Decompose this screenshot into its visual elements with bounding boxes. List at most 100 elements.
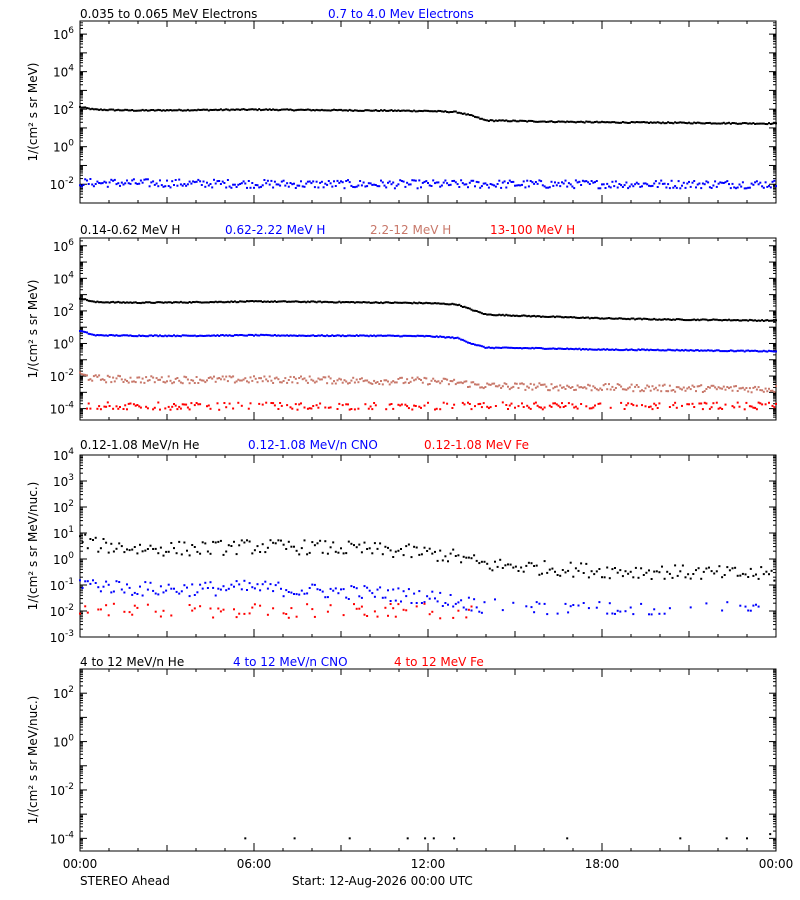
data-point (475, 310, 478, 312)
data-point (771, 350, 774, 353)
data-point (759, 350, 762, 353)
data-point (122, 301, 125, 304)
data-point (515, 347, 518, 349)
data-point (514, 406, 516, 409)
data-point (411, 376, 414, 379)
data-point (149, 581, 152, 584)
data-point (430, 335, 433, 338)
data-point (159, 615, 162, 618)
data-point (199, 180, 202, 183)
data-point (306, 300, 309, 303)
legend-entry: 4 to 12 MeV/n He (80, 655, 184, 669)
data-point (773, 320, 776, 323)
data-point (648, 349, 650, 352)
data-point (536, 120, 539, 123)
data-point (112, 590, 115, 593)
data-point (597, 121, 600, 124)
data-point (543, 347, 546, 350)
y-tick-label: 10-2 (50, 782, 74, 798)
data-point (230, 545, 233, 547)
data-point (380, 179, 382, 182)
data-point (670, 179, 673, 182)
data-point (275, 376, 278, 379)
data-point (580, 316, 583, 319)
data-point (472, 114, 475, 117)
data-point (461, 306, 464, 308)
data-point (360, 605, 363, 608)
data-point (331, 109, 334, 112)
data-point (656, 348, 659, 351)
data-point (609, 317, 612, 320)
data-point (447, 383, 450, 386)
data-point (592, 385, 595, 388)
data-point (428, 110, 431, 113)
data-point (541, 408, 544, 411)
data-point (473, 598, 476, 601)
data-point (637, 348, 640, 351)
data-point (315, 108, 318, 111)
data-point (467, 401, 469, 404)
data-point (500, 186, 503, 189)
data-point (621, 349, 624, 352)
data-point (667, 318, 670, 321)
data-point (507, 408, 509, 410)
data-point (703, 183, 706, 186)
data-point (421, 110, 424, 113)
data-point (380, 109, 382, 112)
data-point (211, 301, 214, 304)
data-point (545, 315, 548, 318)
data-point (352, 186, 355, 188)
data-point (555, 385, 558, 388)
data-point (331, 334, 334, 337)
data-point (640, 567, 643, 570)
data-point (606, 348, 609, 351)
data-point (251, 586, 254, 589)
data-point (331, 185, 334, 188)
data-point (193, 301, 196, 304)
data-point (639, 390, 642, 393)
data-point (440, 302, 443, 305)
data-point (259, 551, 262, 553)
data-point (654, 121, 657, 124)
data-point (291, 407, 294, 410)
data-point (629, 606, 632, 609)
data-point (541, 572, 543, 575)
data-point (467, 307, 469, 310)
data-point (750, 319, 753, 322)
data-point (360, 551, 363, 554)
data-point (388, 109, 391, 112)
data-point (353, 335, 356, 337)
data-point (524, 347, 527, 349)
data-point (350, 334, 353, 337)
data-point (581, 121, 584, 124)
data-point (707, 181, 710, 184)
data-point (707, 122, 710, 124)
data-point (434, 335, 436, 338)
data-point (315, 404, 318, 407)
data-point (371, 552, 374, 555)
data-point (648, 613, 650, 616)
data-point (390, 183, 393, 186)
data-point (380, 380, 382, 382)
data-point (186, 301, 189, 304)
data-point (348, 334, 351, 337)
data-point (507, 346, 509, 349)
data-point (418, 378, 421, 380)
data-point (342, 552, 345, 555)
data-point (653, 608, 656, 611)
data-point (508, 404, 511, 407)
data-point (572, 575, 575, 578)
data-point (334, 587, 337, 590)
data-point (434, 550, 436, 553)
data-point (301, 300, 304, 303)
data-point (580, 562, 583, 565)
data-point (388, 403, 391, 406)
data-point (333, 335, 335, 337)
data-point (183, 541, 186, 544)
data-point (691, 122, 694, 125)
data-point (400, 335, 403, 338)
data-point (139, 302, 142, 305)
data-point (602, 183, 605, 186)
data-point (123, 610, 126, 613)
data-point (310, 407, 313, 410)
